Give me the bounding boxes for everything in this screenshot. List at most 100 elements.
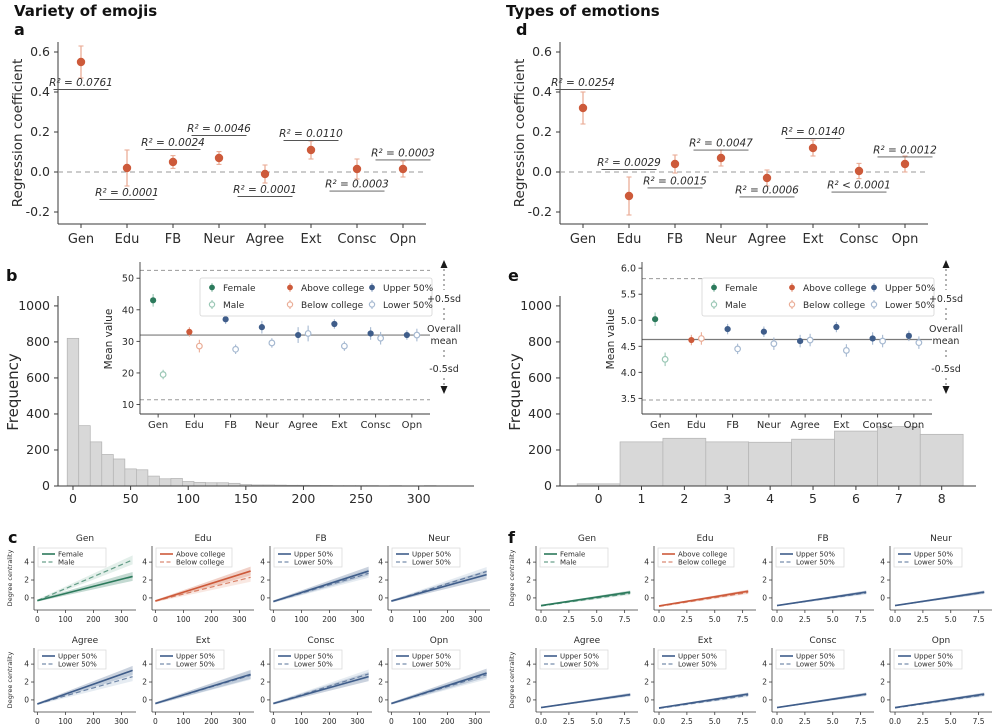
svg-text:+0.5sd: +0.5sd xyxy=(929,294,963,305)
svg-text:Consc: Consc xyxy=(839,232,878,247)
svg-text:Neur: Neur xyxy=(757,420,782,431)
svg-text:4: 4 xyxy=(142,660,147,669)
svg-text:FB: FB xyxy=(726,420,739,431)
svg-text:0: 0 xyxy=(24,695,29,704)
svg-text:R² = 0.0254: R² = 0.0254 xyxy=(551,77,615,89)
subplot-legend xyxy=(37,649,107,670)
subplot-gen: 0 2 4 0 100 200 300 Gen Degree centrality FemaleM… xyxy=(6,534,136,624)
svg-text:7.5: 7.5 xyxy=(619,717,631,726)
svg-text:7.5: 7.5 xyxy=(737,615,749,624)
svg-text:5.0: 5.0 xyxy=(591,717,603,726)
svg-text:0.0: 0.0 xyxy=(535,717,547,726)
subplot-legend xyxy=(155,547,233,568)
svg-text:Lower 50%: Lower 50% xyxy=(796,559,835,567)
svg-text:2: 2 xyxy=(378,576,383,585)
svg-text:0: 0 xyxy=(24,593,29,602)
svg-text:100: 100 xyxy=(58,717,73,726)
svg-text:3: 3 xyxy=(723,491,731,506)
svg-text:Male: Male xyxy=(58,559,75,567)
svg-text:Female: Female xyxy=(223,284,256,294)
svg-text:0.0: 0.0 xyxy=(653,615,665,624)
svg-text:0: 0 xyxy=(880,593,885,602)
coef-marker xyxy=(306,145,316,155)
svg-text:0: 0 xyxy=(544,478,552,493)
svg-text:8: 8 xyxy=(938,491,946,506)
svg-text:Lower 50%: Lower 50% xyxy=(412,661,451,669)
svg-text:Below college: Below college xyxy=(803,301,866,311)
subplot-agree: 0 2 4 0.0 2.5 5.0 7.5 Agree Degree centrality Upp… xyxy=(508,636,638,726)
svg-text:Ext: Ext xyxy=(833,420,849,431)
svg-text:Ext: Ext xyxy=(802,232,823,247)
svg-text:200: 200 xyxy=(322,717,337,726)
svg-text:Overall: Overall xyxy=(427,324,461,335)
svg-text:100: 100 xyxy=(412,717,427,726)
panel-d-chart: -0.2 0.0 0.2 0.4 0.6 Gen Edu FB Neur Agree Ext Cons… xyxy=(512,42,937,247)
histogram-bars xyxy=(66,337,460,487)
frequency-axis-label: Frequency xyxy=(506,353,524,431)
svg-text:R² = 0.0140: R² = 0.0140 xyxy=(781,126,845,138)
coef-marker xyxy=(854,166,864,176)
svg-text:4.0: 4.0 xyxy=(621,368,636,379)
svg-text:600: 600 xyxy=(528,370,552,385)
svg-text:Agree: Agree xyxy=(72,636,99,646)
svg-text:Neur: Neur xyxy=(930,534,952,544)
svg-text:2.5: 2.5 xyxy=(563,717,575,726)
svg-text:0: 0 xyxy=(142,695,147,704)
svg-text:4: 4 xyxy=(644,558,649,567)
svg-text:150: 150 xyxy=(234,491,258,506)
subplot-opn: 0 2 4 0 100 200 300 Opn Upper 50%Lower 50% xyxy=(378,636,490,726)
svg-text:Opn: Opn xyxy=(430,636,449,646)
svg-text:100: 100 xyxy=(176,615,191,624)
svg-text:2.5: 2.5 xyxy=(917,717,929,726)
panel-a-label: a xyxy=(14,20,25,39)
svg-text:0: 0 xyxy=(378,695,383,704)
subplot-ext: 0 2 4 0 100 200 300 Ext Upper 50%Lower 50% xyxy=(142,636,254,726)
svg-text:2.5: 2.5 xyxy=(917,615,929,624)
svg-text:1000: 1000 xyxy=(18,298,50,313)
svg-text:R² = 0.0024: R² = 0.0024 xyxy=(141,137,205,149)
svg-text:0: 0 xyxy=(880,695,885,704)
inset-y-axis-label: Mean value xyxy=(103,309,115,370)
svg-text:Female: Female xyxy=(560,551,585,559)
svg-text:2: 2 xyxy=(762,678,767,687)
left-column-title: Variety of emojis xyxy=(14,2,158,20)
svg-text:200: 200 xyxy=(204,615,219,624)
svg-text:0: 0 xyxy=(389,615,394,624)
svg-text:4: 4 xyxy=(762,558,767,567)
svg-text:0.2: 0.2 xyxy=(30,124,50,139)
svg-text:200: 200 xyxy=(292,491,316,506)
svg-text:0.0: 0.0 xyxy=(889,615,901,624)
svg-text:20: 20 xyxy=(122,368,134,379)
svg-text:0.6: 0.6 xyxy=(30,44,50,59)
svg-text:FB: FB xyxy=(667,232,683,247)
subplot-legend xyxy=(391,649,461,670)
svg-text:6: 6 xyxy=(852,491,860,506)
svg-text:0.2: 0.2 xyxy=(532,124,552,139)
coef-marker xyxy=(122,163,132,173)
coef-marker xyxy=(76,57,86,67)
subplot-fb: 0 2 4 0.0 2.5 5.0 7.5 FB Upper 50%Lower 50% xyxy=(762,534,874,624)
svg-text:Gen: Gen xyxy=(148,420,168,431)
svg-text:100: 100 xyxy=(294,615,309,624)
svg-text:Ext: Ext xyxy=(698,636,713,646)
subplot-legend xyxy=(37,547,107,568)
svg-text:0: 0 xyxy=(69,491,77,506)
svg-text:Lower 50%: Lower 50% xyxy=(412,559,451,567)
svg-text:2.5: 2.5 xyxy=(681,717,693,726)
coef-marker xyxy=(670,159,680,169)
svg-text:Lower 50%: Lower 50% xyxy=(796,661,835,669)
svg-text:0.0: 0.0 xyxy=(653,717,665,726)
svg-text:0: 0 xyxy=(35,615,40,624)
svg-text:Lower 50%: Lower 50% xyxy=(176,661,215,669)
svg-text:200: 200 xyxy=(528,442,552,457)
svg-text:-0.5sd: -0.5sd xyxy=(931,364,961,375)
svg-text:0.4: 0.4 xyxy=(532,84,552,99)
svg-text:Upper 50%: Upper 50% xyxy=(412,551,451,559)
svg-text:0: 0 xyxy=(153,717,158,726)
svg-text:R² < 0.0001: R² < 0.0001 xyxy=(827,180,891,192)
svg-text:2.5: 2.5 xyxy=(799,615,811,624)
svg-text:7.5: 7.5 xyxy=(973,717,985,726)
svg-text:R² = 0.0110: R² = 0.0110 xyxy=(279,128,343,140)
